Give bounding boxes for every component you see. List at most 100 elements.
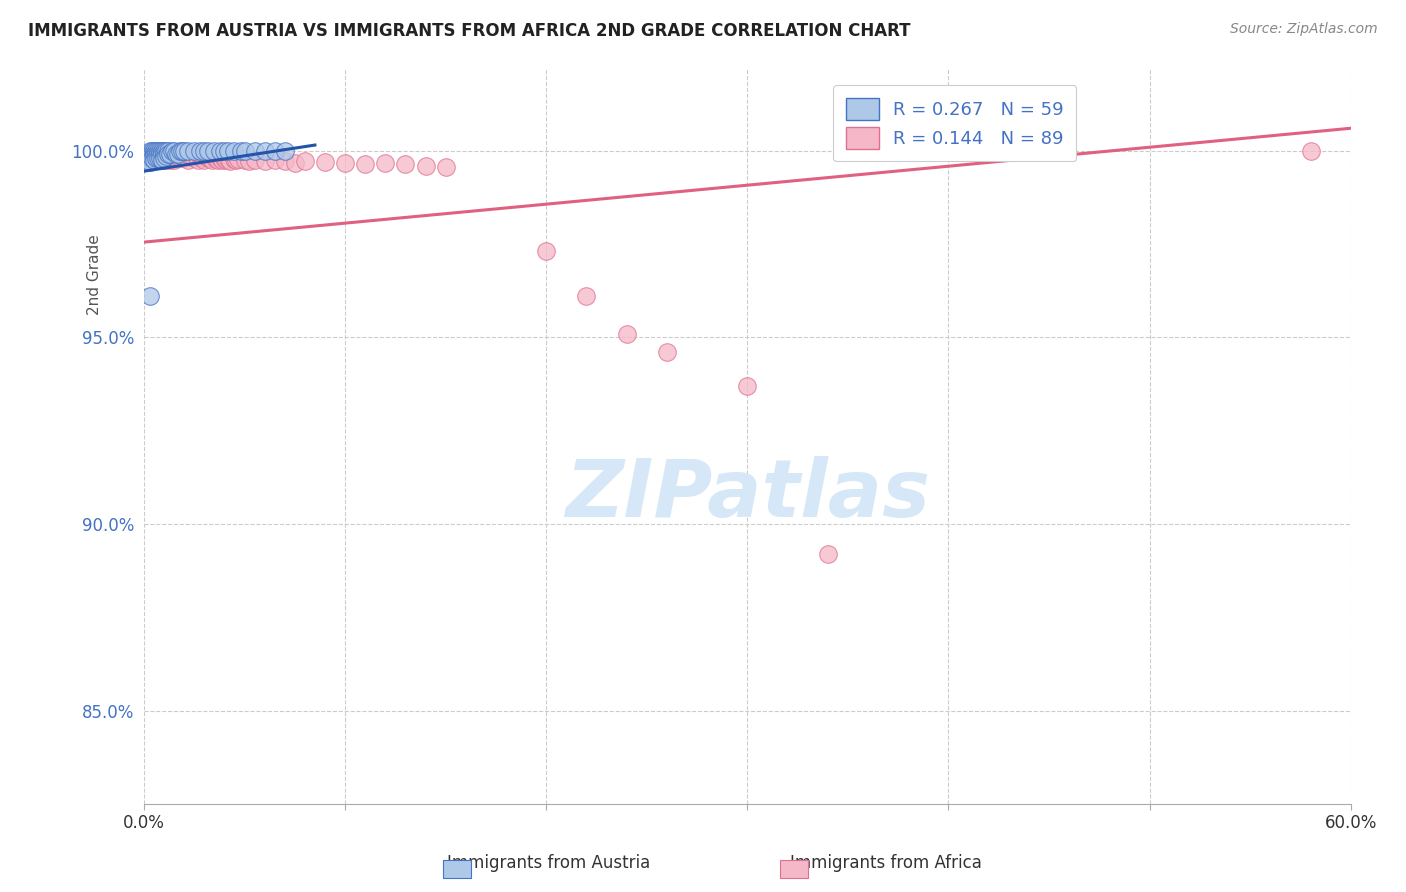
Point [136,151,159,165]
Point [263,153,285,167]
Point [534,244,557,259]
Point [143,153,166,167]
Point [183,144,205,158]
Y-axis label: 2nd Grade: 2nd Grade [87,234,101,315]
Point [163,144,186,158]
Point [146,144,169,158]
Point [167,149,190,163]
Point [193,144,215,158]
Point [179,149,201,163]
Point [374,155,396,169]
Point [214,151,236,165]
Point [274,144,297,158]
Point [141,151,163,165]
Point [155,144,177,158]
Point [817,547,839,561]
Point [143,149,166,163]
Point [177,144,200,158]
Point [188,149,211,163]
Point [238,154,260,169]
Point [150,144,173,158]
Point [193,149,215,163]
Point [146,151,169,165]
Point [139,154,162,169]
Text: Source: ZipAtlas.com: Source: ZipAtlas.com [1230,22,1378,37]
Point [201,153,224,167]
Point [165,151,187,165]
Point [135,147,157,161]
Point [139,147,162,161]
Point [141,153,163,167]
Point [165,147,187,161]
Point [146,153,169,167]
Text: Immigrants from Africa: Immigrants from Africa [790,855,981,872]
Point [153,144,176,158]
Point [217,144,239,158]
Point [165,147,187,161]
Point [136,149,159,163]
Point [153,147,176,161]
Point [157,147,180,161]
Point [173,147,195,161]
Text: ZIPatlas: ZIPatlas [565,456,929,534]
Point [143,147,166,161]
Point [157,151,180,165]
Point [224,152,246,166]
Point [616,326,638,341]
Point [233,144,256,158]
Point [160,144,183,158]
Point [145,151,167,165]
Point [177,147,200,161]
Point [169,151,191,165]
Point [139,289,162,303]
Point [229,144,252,158]
Text: IMMIGRANTS FROM AUSTRIA VS IMMIGRANTS FROM AFRICA 2ND GRADE CORRELATION CHART: IMMIGRANTS FROM AUSTRIA VS IMMIGRANTS FR… [28,22,911,40]
Point [225,153,247,167]
Point [217,152,239,166]
Point [214,144,236,158]
Point [187,153,209,167]
Point [157,147,180,161]
Point [181,149,204,163]
Point [149,147,172,161]
Point [163,147,186,161]
Point [141,147,163,161]
Point [143,147,166,161]
Point [135,149,157,163]
Point [153,147,176,161]
Point [157,144,180,158]
Point [200,151,222,165]
Point [655,345,678,359]
Point [188,144,211,158]
Point [219,154,242,169]
Point [394,157,416,171]
Point [205,152,228,166]
Text: Immigrants from Austria: Immigrants from Austria [447,855,650,872]
Point [195,149,218,163]
Point [294,154,316,169]
Point [141,147,163,161]
Point [146,147,169,161]
Point [163,153,186,167]
Point [150,147,173,161]
Point [274,154,297,169]
Point [209,144,232,158]
Point [263,144,285,158]
Point [193,153,215,167]
Point [202,150,225,164]
Point [224,144,246,158]
Point [145,151,167,165]
Point [1299,144,1322,158]
Point [172,144,194,158]
Legend: R = 0.267   N = 59, R = 0.144   N = 89: R = 0.267 N = 59, R = 0.144 N = 89 [834,85,1076,161]
Point [153,149,176,163]
Point [150,147,173,161]
Point [139,147,162,161]
Point [149,151,172,165]
Point [215,153,238,167]
Point [160,147,183,161]
Point [159,147,181,161]
Point [197,144,219,158]
Point [159,153,181,167]
Point [174,149,197,163]
